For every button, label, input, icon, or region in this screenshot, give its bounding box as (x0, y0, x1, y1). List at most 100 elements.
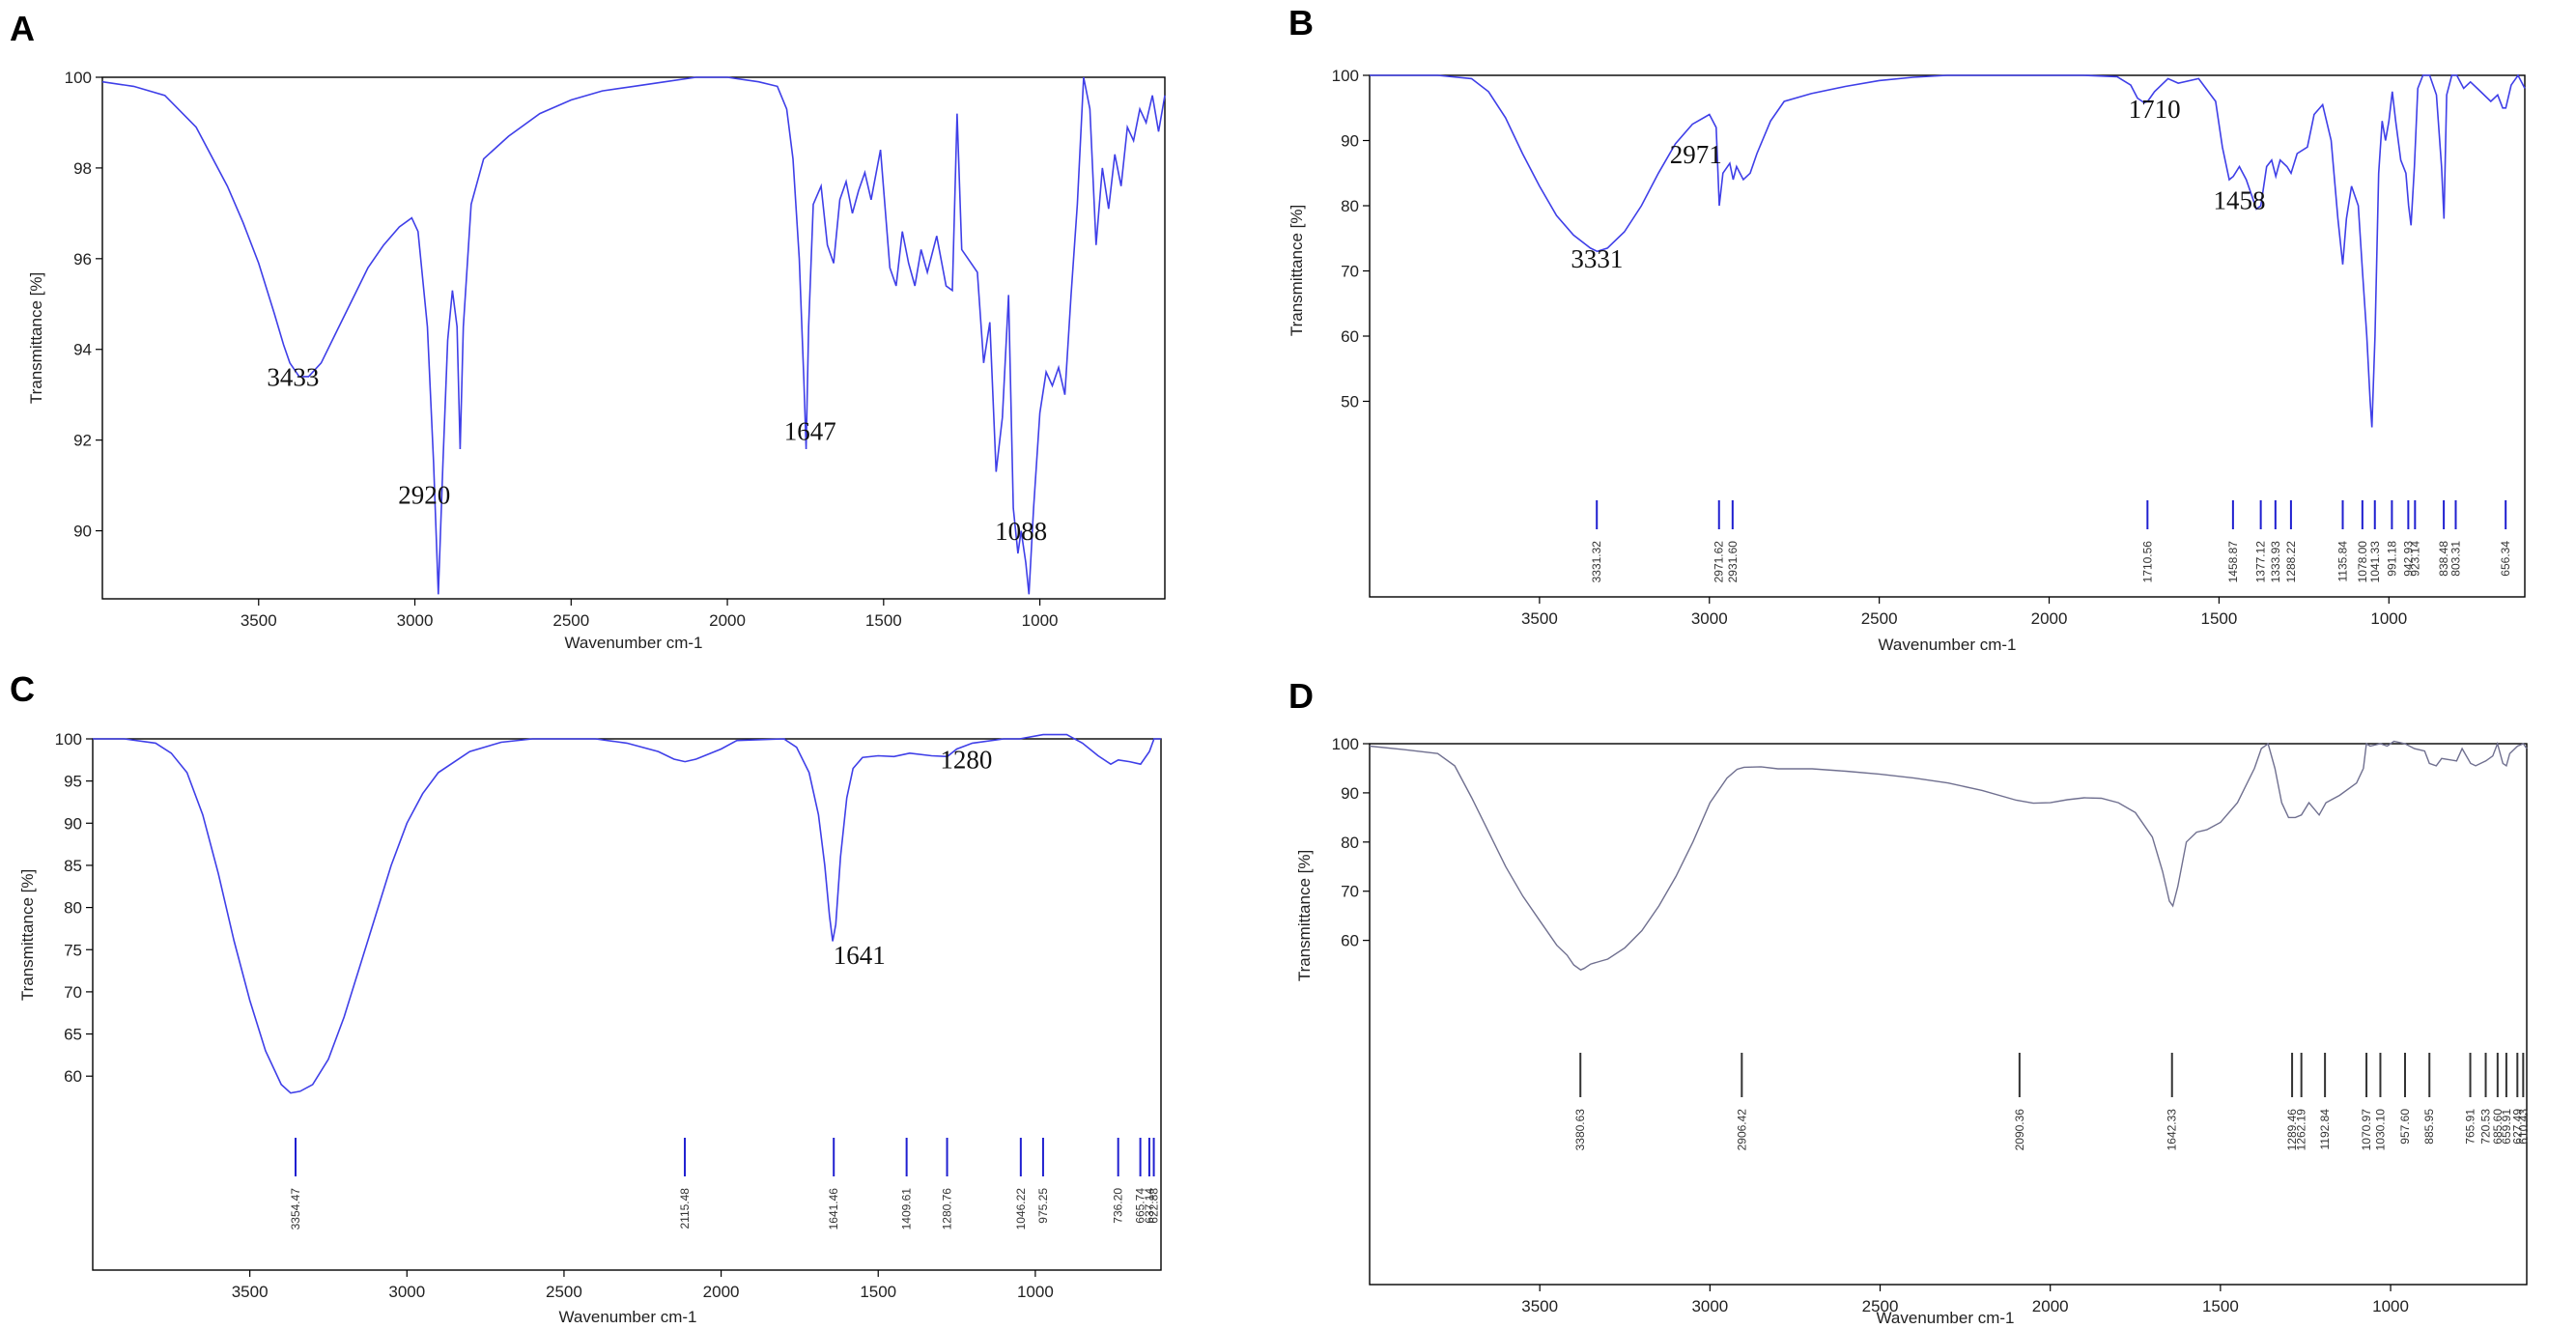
x-tick-label-a: 2000 (709, 611, 746, 630)
x-tick-label-b: 1500 (2200, 609, 2237, 628)
x-tick-label-d: 2000 (2032, 1297, 2069, 1315)
x-tick-label-a: 3000 (397, 611, 434, 630)
x-tick-label-d: 1000 (2372, 1297, 2409, 1315)
peak-label-b: 1041.33 (2368, 541, 2382, 583)
peak-bars-c: 3354.47 2115.48 1641.46 1409.61 1280.76 1046.… (289, 1138, 1161, 1230)
peak-label-b: 803.31 (2449, 541, 2463, 577)
panel-d: D 3500 3000 2500 2000 1500 1000 60 70 80 90 100 3… (1288, 676, 2530, 1327)
x-tick-label-b: 1000 (2370, 609, 2407, 628)
x-tick-label-b: 2000 (2031, 609, 2068, 628)
peak-label-c: 1409.61 (900, 1188, 914, 1230)
y-ticks-b: 50 60 70 80 90 100 (1332, 67, 1370, 411)
peak-label-b: 1710.56 (2140, 541, 2154, 583)
peak-label-d: 627.49 (2510, 1109, 2524, 1145)
peak-label-b: 1078.00 (2356, 541, 2369, 583)
y-tick-label-c: 70 (64, 983, 82, 1002)
x-tick-label-d: 3500 (1521, 1297, 1558, 1315)
y-tick-label-b: 90 (1341, 132, 1359, 151)
peak-label-c: 2115.48 (678, 1188, 692, 1230)
y-ticks-d: 60 70 80 90 100 (1332, 735, 1370, 950)
y-ticks-a: 90 92 94 96 98 100 (65, 69, 102, 541)
annotations-b: 3331 2971 1710 1458 (1571, 95, 2265, 273)
x-tick-label-c: 1500 (860, 1283, 896, 1301)
peak-label-c: 637.14 (1143, 1188, 1156, 1224)
y-tick-label-a: 96 (73, 250, 92, 269)
y-axis-title-d: Transmittance [%] (1295, 850, 1314, 981)
x-axis-title-d: Wavenumber cm-1 (1877, 1309, 2015, 1327)
y-tick-label-d: 100 (1332, 735, 1359, 753)
peak-label-b: 2931.60 (1726, 541, 1740, 583)
y-tick-label-a: 90 (73, 523, 92, 541)
peak-bars-b: 3331.32 2971.62 2931.60 1710.56 1458.87 1377.… (1590, 500, 2512, 582)
panel-label-a: A (10, 9, 35, 48)
y-tick-label-a: 100 (65, 69, 92, 87)
x-tick-label-a: 1000 (1022, 611, 1059, 630)
peak-annotation-a: 1088 (995, 517, 1047, 546)
peak-label-b: 656.34 (2499, 541, 2512, 577)
peak-label-b: 1135.84 (2336, 541, 2350, 582)
x-axis-title-c: Wavenumber cm-1 (559, 1308, 697, 1326)
peak-annotation-a: 3433 (267, 362, 319, 391)
y-tick-label-d: 60 (1341, 932, 1359, 950)
peak-annotation-a: 1647 (784, 417, 836, 446)
peak-bars-d: 3380.63 2906.42 2090.36 1642.33 1289.461262.… (1573, 1053, 2530, 1150)
x-ticks-a: 3500 3000 2500 2000 1500 1000 (241, 599, 1059, 630)
y-tick-label-b: 60 (1341, 327, 1359, 346)
x-tick-label-b: 2500 (1861, 609, 1898, 628)
x-tick-label-c: 3500 (232, 1283, 269, 1301)
panel-c: C 3500 3000 2500 2000 1500 1000 60 65 70 75 80 85 9… (10, 669, 1162, 1326)
y-tick-label-d: 80 (1341, 834, 1359, 852)
peak-annotation-b: 2971 (1670, 140, 1722, 169)
peak-annotation-c: 1280 (940, 746, 992, 775)
y-tick-label-d: 70 (1341, 883, 1359, 901)
x-tick-label-c: 2500 (546, 1283, 582, 1301)
peak-label-c: 975.25 (1036, 1188, 1050, 1224)
spectrum-line-a (101, 76, 1166, 595)
peak-label-b: 1333.93 (2269, 541, 2282, 583)
plot-frame-c (92, 738, 1162, 1271)
y-tick-label-c: 75 (64, 941, 82, 959)
x-ticks-c: 3500 3000 2500 2000 1500 1000 (232, 1270, 1054, 1301)
y-tick-label-c: 100 (55, 730, 82, 749)
x-tick-label-a: 2500 (552, 611, 589, 630)
x-axis-title-a: Wavenumber cm-1 (565, 634, 703, 652)
peak-annotation-b: 3331 (1571, 244, 1623, 273)
y-tick-label-b: 50 (1341, 393, 1359, 411)
x-tick-label-d: 2500 (1862, 1297, 1899, 1315)
peak-label-d: 720.53 (2479, 1109, 2493, 1145)
panel-b: B 3500 3000 2500 2000 1500 1000 50 60 70 80 90 100… (1288, 3, 2526, 654)
peak-label-d: 765.91 (2464, 1109, 2477, 1145)
peak-label-c: 1046.22 (1014, 1188, 1028, 1230)
x-tick-label-c: 3000 (388, 1283, 425, 1301)
y-tick-label-b: 70 (1341, 263, 1359, 281)
y-tick-label-d: 90 (1341, 784, 1359, 803)
peak-label-c: 665.74 (1134, 1188, 1147, 1224)
peak-label-d: 1289.46 (2285, 1109, 2299, 1151)
peak-label-d: 1192.84 (2318, 1109, 2332, 1150)
plot-frame-d (1369, 743, 2528, 1286)
plot-frame-a (101, 76, 1166, 600)
peak-label-d: 3380.63 (1573, 1109, 1587, 1151)
x-tick-label-b: 3500 (1521, 609, 1558, 628)
peak-label-d: 1642.33 (2166, 1109, 2179, 1151)
y-tick-label-c: 85 (64, 857, 82, 875)
y-tick-label-a: 94 (73, 341, 92, 359)
plot-frame-b (1369, 74, 2526, 598)
x-tick-label-a: 1500 (865, 611, 902, 630)
y-tick-label-c: 90 (64, 814, 82, 833)
x-tick-label-c: 1000 (1017, 1283, 1054, 1301)
peak-label-c: 1280.76 (941, 1188, 954, 1230)
peak-label-c: 622.88 (1147, 1188, 1161, 1224)
peak-label-d: 2906.42 (1735, 1109, 1748, 1151)
peak-label-c: 1641.46 (827, 1188, 840, 1230)
peak-label-b: 942.93 (2401, 541, 2415, 577)
x-ticks-d: 3500 3000 2500 2000 1500 1000 (1521, 1285, 2409, 1315)
x-ticks-b: 3500 3000 2500 2000 1500 1000 (1521, 597, 2407, 628)
panel-label-b: B (1288, 3, 1314, 42)
x-tick-label-b: 3000 (1691, 609, 1728, 628)
y-tick-label-b: 80 (1341, 197, 1359, 215)
annotations-c: 1641 1280 (834, 746, 993, 971)
peak-label-b: 1458.87 (2226, 541, 2240, 583)
peak-label-d: 885.95 (2422, 1109, 2436, 1145)
x-tick-label-d: 1500 (2202, 1297, 2239, 1315)
